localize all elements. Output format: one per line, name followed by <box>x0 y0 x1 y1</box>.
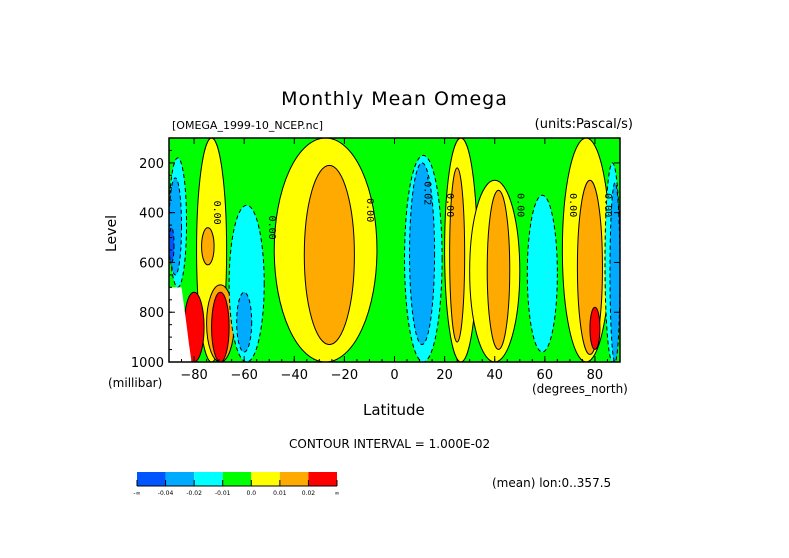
contour-label: -0.02 <box>422 175 433 205</box>
units-label: (units:Pascal/s) <box>534 117 633 132</box>
x-tick-label: 40 <box>486 368 503 383</box>
y-tick-label: 800 <box>139 306 164 321</box>
colorbar-swatch <box>251 472 280 486</box>
contour-region <box>589 306 601 351</box>
x-axis-label: Latitude <box>363 401 425 419</box>
colorbar-tick-label: -0.01 <box>215 490 231 497</box>
chart-title: Monthly Mean Omega <box>281 88 508 110</box>
contour-label: 0.00 <box>444 193 455 217</box>
contour-region <box>449 167 466 343</box>
y-tick-label: 1000 <box>131 356 164 371</box>
contour-region <box>236 291 253 353</box>
y-axis-units: (millibar) <box>108 376 163 390</box>
colorbar-tick-label: ∞ <box>335 490 340 497</box>
x-tick-label: 20 <box>436 368 453 383</box>
colorbar-tick-label: 0.01 <box>273 490 287 497</box>
y-tick-label: 200 <box>139 157 164 172</box>
x-tick-label: −20 <box>331 368 358 383</box>
x-tick-label: −80 <box>180 368 207 383</box>
colorbar-tick-label: 0.0 <box>247 490 257 497</box>
contour-region <box>201 227 215 266</box>
contour-label: 0.00 <box>211 201 222 225</box>
contour-label: 0.00 <box>567 193 578 217</box>
colorbar-tick-label: -∞ <box>133 490 140 497</box>
x-tick-label: −60 <box>230 368 257 383</box>
x-tick-label: 60 <box>537 368 554 383</box>
contour-region <box>609 182 620 362</box>
contour-label: 0.00 <box>602 193 613 217</box>
colorbar-tick-label: 0.02 <box>302 490 316 497</box>
colorbar-swatch <box>137 472 166 486</box>
colorbar: -∞ -0.04 -0.02 -0.01 0.0 0.01 0.02 ∞ <box>133 472 340 497</box>
x-axis-units: (degrees_north) <box>532 382 628 396</box>
x-tick-label: −40 <box>281 368 308 383</box>
contour-region <box>303 164 355 346</box>
colorbar-tick-label: -0.02 <box>186 490 202 497</box>
contour-region <box>211 291 230 362</box>
contour-region <box>409 162 436 346</box>
colorbar-swatch <box>308 472 337 486</box>
x-tick-label: 80 <box>587 368 604 383</box>
contour-field <box>169 138 620 362</box>
colorbar-swatch <box>222 472 252 486</box>
y-tick-label: 400 <box>139 207 164 222</box>
contour-region <box>526 194 558 353</box>
contour-labels: 0.00 0.00 0.00 -0.02 0.00 0.00 0.00 0.00 <box>211 175 613 239</box>
contour-label: 0.00 <box>266 216 277 240</box>
axes: −80 −60 −40 −20 0 20 40 60 80 200 400 600 800 1000 <box>131 137 621 383</box>
contour-region <box>169 227 175 263</box>
contour-interval-label: CONTOUR INTERVAL = 1.000E-02 <box>289 437 491 451</box>
colorbar-tick-label: -0.04 <box>158 490 174 497</box>
averaging-note: (mean) lon:0..357.5 <box>492 476 612 490</box>
contour-region <box>486 189 511 351</box>
colorbar-swatch <box>165 472 195 486</box>
contour-label: 0.00 <box>514 193 525 217</box>
x-tick-label: 0 <box>390 368 398 383</box>
colorbar-swatch <box>279 472 309 486</box>
missing-data-region <box>169 287 192 362</box>
dataset-filename: [OMEGA_1999-10_NCEP.nc] <box>172 119 323 132</box>
colorbar-swatch <box>194 472 223 486</box>
y-tick-label: 600 <box>139 256 164 271</box>
contour-label: 0.00 <box>364 198 375 222</box>
